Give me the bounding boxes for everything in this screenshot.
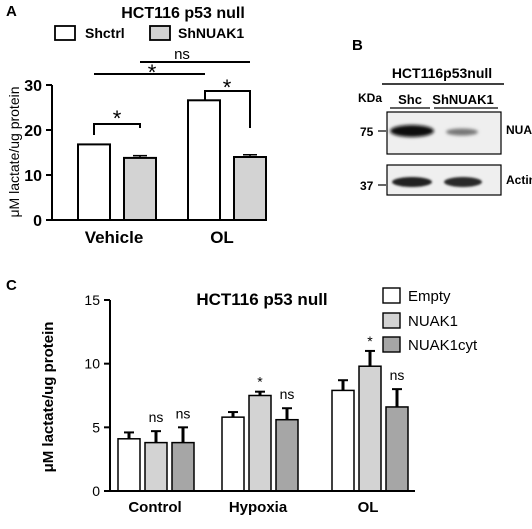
y-tick-label-15: 15: [84, 292, 100, 308]
y-tick-label-20: 20: [24, 123, 42, 140]
sig-nuak1cyt-ol: ns: [390, 367, 405, 383]
sig-ns-across: ns: [174, 46, 190, 63]
legend-swatch-shnuak1: [149, 25, 171, 41]
bar-empty-hypoxia: [221, 416, 245, 492]
bar-shctrl-vehicle: [77, 143, 111, 221]
blot-marker-37: 37: [360, 179, 374, 193]
legend-label-nuak1cyt: NUAK1cyt: [408, 337, 478, 354]
bar-empty-ol: [331, 389, 355, 492]
bar-nuak1cyt-control: [171, 441, 195, 492]
x-label-control: Control: [128, 499, 181, 516]
panel-c-y-axis-label: μM lactate/ug protein: [40, 322, 57, 473]
blot-kda-label: KDa: [358, 91, 382, 105]
sig-nuak1cyt-hypoxia: ns: [280, 386, 295, 402]
blot-band-actin-shnuak1: [444, 177, 482, 187]
blot-band-nuak1-shnuak1: [446, 128, 478, 136]
legend-swatch-nuak1cyt: [382, 336, 401, 353]
panel-a-letter: A: [6, 3, 17, 20]
x-label-hypoxia: Hypoxia: [229, 499, 288, 516]
blot-lane-shc: Shc: [398, 92, 422, 107]
sig-nuak1-control: ns: [149, 409, 164, 425]
blot-band-actin-shc: [392, 177, 432, 187]
panel-c-letter: C: [6, 277, 17, 294]
panel-a-bars: [77, 99, 267, 221]
y-tick-label-10: 10: [84, 356, 100, 372]
y-tick-label-0: 0: [33, 213, 42, 230]
panel-b: B HCT116p53null KDa Shc ShNUAK1 75 NUAK1…: [352, 37, 532, 196]
sig-star-vehicle: *: [113, 106, 122, 131]
bar-empty-control: [117, 438, 141, 492]
sig-nuak1cyt-control: ns: [176, 405, 191, 421]
blot-band-nuak1-shc: [390, 125, 434, 137]
sig-nuak1-ol: *: [367, 333, 373, 349]
bracket-ol: [204, 90, 251, 128]
x-label-ol: OL: [210, 228, 234, 247]
panel-a-title: HCT116 p53 null: [121, 5, 245, 22]
bar-nuak1cyt-ol: [385, 406, 409, 492]
panel-c-title: HCT116 p53 null: [196, 290, 327, 309]
bar-nuak1cyt-hypoxia: [275, 418, 299, 492]
bar-shnuak1-vehicle: [123, 156, 157, 221]
blot-label-actin: Actin: [506, 173, 532, 187]
legend-label-shnuak1: ShNUAK1: [178, 25, 244, 41]
panel-a-legend: Shctrl ShNUAK1: [54, 25, 244, 41]
y-tick-label-30: 30: [24, 78, 42, 95]
bar-nuak1-control: [144, 441, 168, 492]
x-label-ol: OL: [358, 499, 379, 516]
y-tick-label-10: 10: [24, 168, 42, 185]
legend-label-nuak1: NUAK1: [408, 313, 458, 330]
panel-c-y-ticks: 0 5 10 15: [84, 292, 110, 499]
legend-swatch-shctrl: [54, 25, 76, 41]
legend-swatch-nuak1: [382, 312, 401, 329]
sig-star-vehicle-vs-ol: *: [148, 60, 157, 85]
x-label-vehicle: Vehicle: [85, 228, 144, 247]
bar-nuak1-hypoxia: [248, 394, 272, 492]
sig-star-ol: *: [223, 75, 232, 100]
legend-swatch-empty: [382, 287, 401, 304]
sig-nuak1-hypoxia: *: [257, 374, 263, 390]
bar-shnuak1-ol: [233, 156, 267, 221]
panel-a-y-ticks: 0 10 20 30: [24, 78, 52, 230]
panel-a: A HCT116 p53 null Shctrl ShNUAK1 μM lact…: [6, 3, 267, 247]
blot-lane-shnuak1: ShNUAK1: [432, 92, 493, 107]
panel-b-letter: B: [352, 37, 363, 54]
panel-a-significance-brackets: [93, 61, 251, 135]
panel-a-y-axis-label: μM lactate/ug protein: [6, 86, 22, 217]
legend-label-empty: Empty: [408, 288, 451, 305]
panel-c-significance: ns ns*ns*ns: [149, 333, 405, 425]
y-tick-label-5: 5: [92, 419, 100, 435]
blot-label-nuak1: NUAK1: [506, 123, 532, 137]
panel-a-x-labels: Vehicle OL: [85, 228, 234, 247]
bracket-vehicle: [93, 123, 141, 135]
panel-c-x-labels: Control Hypoxia OL: [128, 499, 378, 516]
y-tick-label-0: 0: [92, 483, 100, 499]
blot-title: HCT116p53null: [392, 65, 492, 81]
bar-shctrl-ol: [187, 99, 221, 221]
bar-nuak1-ol: [358, 365, 382, 492]
blot-marker-75: 75: [360, 125, 374, 139]
panel-c: C HCT116 p53 null Empty NUAK1 NUAK1cyt μ…: [6, 277, 478, 516]
panel-c-legend: Empty NUAK1 NUAK1cyt: [382, 287, 478, 354]
legend-label-shctrl: Shctrl: [85, 25, 125, 41]
